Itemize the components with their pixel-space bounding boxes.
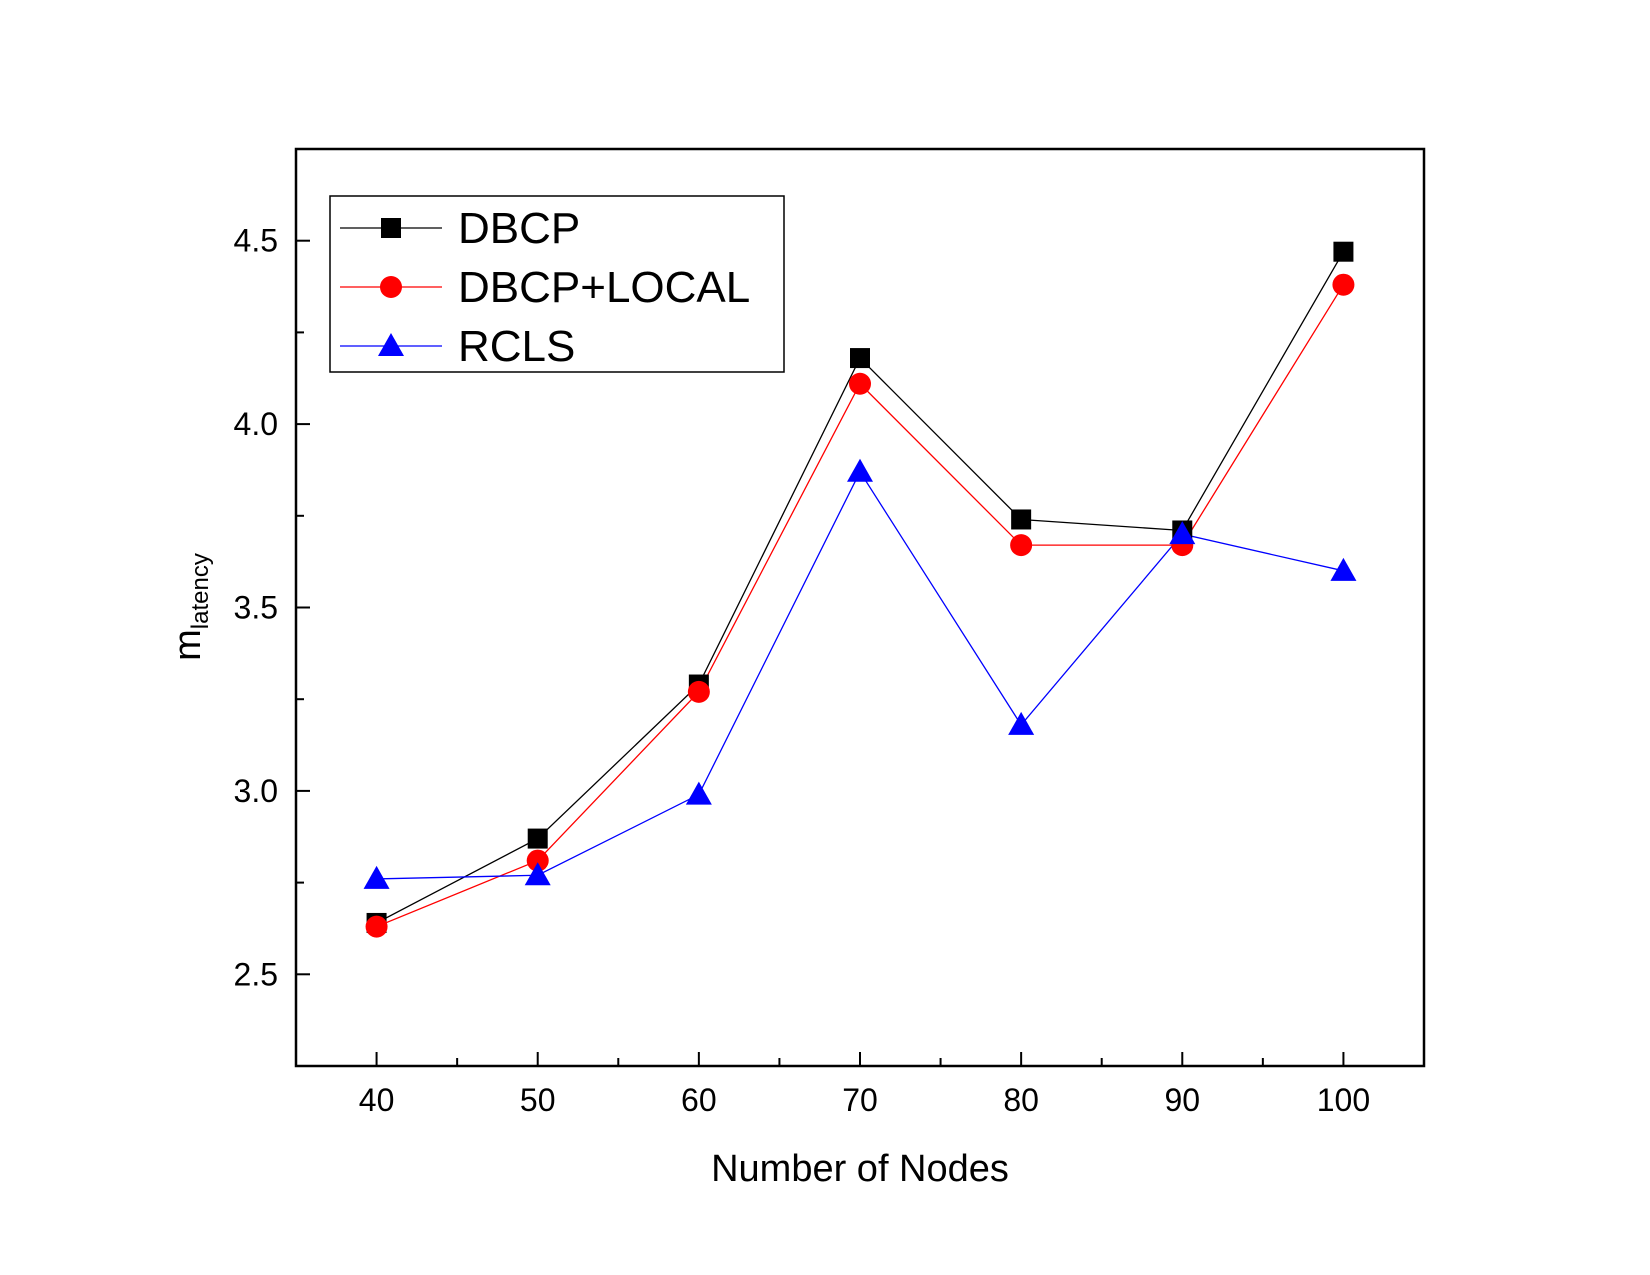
data-point-1 bbox=[526, 849, 549, 872]
data-point-1 bbox=[687, 680, 710, 703]
series-layer bbox=[363, 241, 1357, 938]
y-axis-label-subscript: latency bbox=[187, 553, 214, 629]
x-tick-label: 80 bbox=[1003, 1082, 1039, 1118]
data-point-0 bbox=[1333, 241, 1354, 262]
x-tick-label: 50 bbox=[520, 1082, 556, 1118]
y-tick-label: 4.5 bbox=[234, 223, 278, 259]
y-axis: 2.5 3.0 3.5 4.0 4.5 bbox=[234, 223, 310, 992]
data-point-2 bbox=[1008, 711, 1035, 735]
x-tick-label: 100 bbox=[1317, 1082, 1370, 1118]
y-tick-label: 3.0 bbox=[234, 773, 278, 809]
x-tick-label: 40 bbox=[359, 1082, 395, 1118]
data-point-1 bbox=[849, 372, 871, 395]
x-axis-label: Number of Nodes bbox=[711, 1148, 1009, 1190]
data-point-2 bbox=[363, 865, 390, 889]
data-point-2 bbox=[1330, 557, 1357, 581]
y-tick-label: 2.5 bbox=[234, 956, 278, 992]
data-point-0 bbox=[1011, 509, 1032, 530]
legend-marker bbox=[380, 276, 402, 298]
x-tick-label: 70 bbox=[842, 1082, 878, 1118]
x-tick-label: 60 bbox=[681, 1082, 717, 1118]
y-axis-label: mlatency bbox=[167, 553, 214, 661]
x-axis: 40 50 60 70 80 90 100 bbox=[359, 1052, 1370, 1118]
data-point-1 bbox=[365, 915, 388, 938]
x-tick-label: 90 bbox=[1164, 1082, 1200, 1118]
data-point-2 bbox=[847, 458, 873, 482]
data-point-1 bbox=[1332, 273, 1355, 296]
legend-label: RCLS bbox=[458, 322, 575, 371]
legend-marker bbox=[381, 218, 401, 238]
legend-label: DBCP+LOCAL bbox=[458, 263, 750, 312]
legend-box bbox=[329, 195, 785, 373]
data-point-0 bbox=[527, 828, 548, 849]
data-point-1 bbox=[1010, 534, 1033, 557]
y-tick-label: 3.5 bbox=[234, 590, 278, 626]
data-point-2 bbox=[1169, 521, 1196, 545]
legend-label: DBCP bbox=[458, 204, 580, 253]
y-tick-label: 4.0 bbox=[234, 406, 278, 442]
y-axis-label-main: m bbox=[167, 629, 209, 661]
data-point-2 bbox=[685, 781, 712, 805]
data-point-2 bbox=[524, 862, 551, 886]
data-point-0 bbox=[850, 348, 870, 369]
legend: DBCP DBCP+LOCAL RCLS bbox=[329, 195, 785, 373]
legend-marker bbox=[378, 333, 404, 356]
svg-text:mlatency: mlatency bbox=[167, 553, 214, 661]
